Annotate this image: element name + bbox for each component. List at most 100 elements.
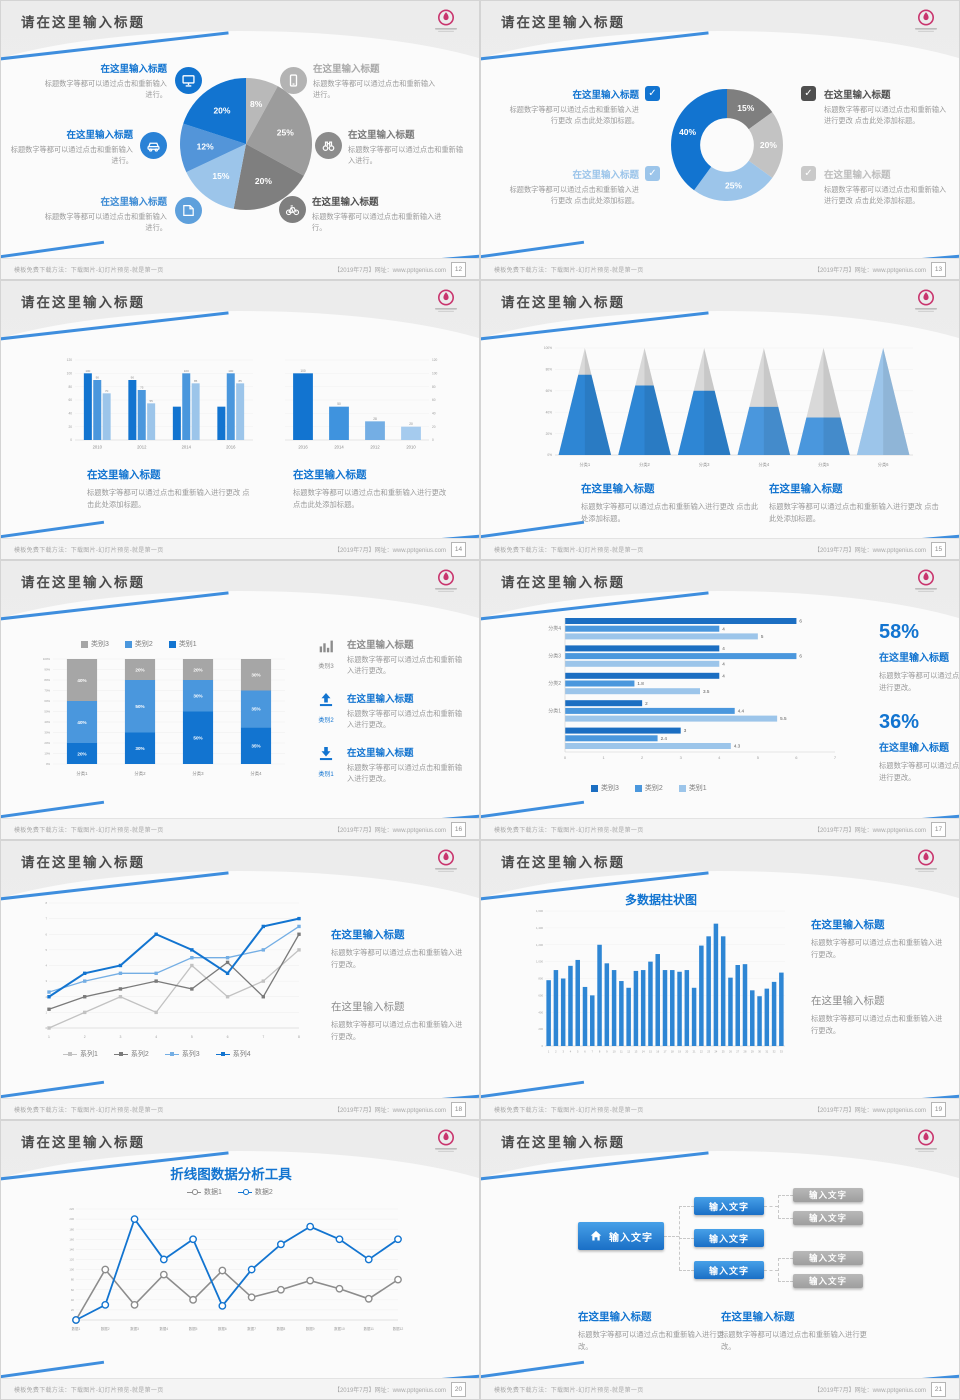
block-body: 标题数字等都可以通过点击和重新输入进行更改。 <box>811 1014 943 1036</box>
svg-text:3: 3 <box>45 979 47 983</box>
callout: 在这里输入标题 标题数字等都可以通过点击和重新输入进行更改。 <box>347 691 467 730</box>
callout: 在这里输入标题 标题数字等都可以通过点击和重新输入进行更改。 <box>347 637 467 676</box>
svg-text:20: 20 <box>71 1308 75 1312</box>
legend-swatch <box>124 640 132 648</box>
block-title: 在这里输入标题 <box>811 995 885 1007</box>
svg-text:2014: 2014 <box>334 445 344 450</box>
svg-text:1,000: 1,000 <box>536 960 543 964</box>
svg-text:4: 4 <box>722 661 725 666</box>
footer-right: 【2019年7月】网址：www.pptgenius.com 13 <box>814 261 946 277</box>
svg-text:6: 6 <box>795 755 798 760</box>
svg-text:14: 14 <box>642 1050 645 1054</box>
text-block: 在这里输入标题 标题数字等都可以通过点击和重新输入进行更改 点击此处添加标题。 <box>293 467 455 511</box>
university-logo-icon <box>915 289 937 312</box>
svg-text:100: 100 <box>69 1268 74 1272</box>
cell: 请在这里输入标题 6 4 5 分类4 4 6 4 分类3 4 1.8 3.5 分类2 2 4.4 5.5 分类… <box>480 560 960 840</box>
footer-right-text: 【2019年7月】网址：www.pptgenius.com <box>333 1107 446 1114</box>
stat-value: 58% <box>879 621 920 643</box>
svg-text:数据9: 数据9 <box>306 1326 315 1331</box>
legend-label: 系列1 <box>80 1051 98 1058</box>
footer-right-text: 【2019年7月】网址：www.pptgenius.com <box>333 547 446 554</box>
svg-text:1: 1 <box>548 1050 550 1054</box>
icon-tag: 类别2 <box>318 718 334 724</box>
svg-text:200: 200 <box>538 1027 543 1031</box>
block-title: 在这里输入标题 <box>811 919 885 931</box>
svg-text:120: 120 <box>432 358 438 362</box>
svg-text:33: 33 <box>780 1050 783 1054</box>
flow-box-label: 输入文字 <box>708 1201 749 1212</box>
chart-title: 多数据柱状图 <box>624 893 697 907</box>
callout-body: 标题数字等都可以通过点击和重新输入进行。 <box>44 212 167 233</box>
footer-right-text: 【2019年7月】网址：www.pptgenius.com <box>813 827 926 834</box>
slide-title: 请在这里输入标题 <box>501 1135 625 1150</box>
svg-text:1: 1 <box>48 1035 50 1039</box>
legend-label: 类别2 <box>644 785 663 792</box>
svg-text:400: 400 <box>538 1010 543 1014</box>
svg-text:4: 4 <box>45 964 47 968</box>
callout-title: 在这里输入标题 <box>312 197 379 208</box>
callout: 在这里输入标题 标题数字等都可以通过点击和重新输入进行。 <box>312 194 442 233</box>
svg-text:分类3: 分类3 <box>548 653 561 660</box>
footer-right: 【2019年7月】网址：www.pptgenius.com 14 <box>333 541 466 557</box>
footer-right-text: 【2019年7月】网址：www.pptgenius.com <box>333 1387 446 1394</box>
svg-text:30%: 30% <box>44 731 50 735</box>
svg-text:20%: 20% <box>213 106 230 116</box>
svg-text:分类1: 分类1 <box>548 707 561 714</box>
svg-text:35%: 35% <box>251 707 260 712</box>
svg-text:18: 18 <box>671 1050 674 1054</box>
slide-stacked-bar: 请在这里输入标题 类别3 类别2 类别1 0% 10% 20% 30% 40% 50% 60… <box>1 561 479 839</box>
svg-text:12%: 12% <box>197 141 214 151</box>
footer-left-text: 模板免费下载方法：下载图片-幻灯片预览-就是第一页 <box>14 1387 164 1394</box>
callout-title: 在这里输入标题 <box>348 130 415 141</box>
slide-column-chart: 请在这里输入标题 多数据柱状图 0 200 400 600 800 1,000 1,200 1… <box>481 841 959 1119</box>
connector <box>679 1238 694 1239</box>
page-number: 19 <box>931 1101 946 1117</box>
footer-left-text: 模板免费下载方法：下载图片-幻灯片预览-就是第一页 <box>494 267 644 274</box>
svg-text:100: 100 <box>85 369 90 373</box>
check-glyph: ✓ <box>648 88 657 99</box>
legend-label: 类别1 <box>688 785 707 792</box>
slide-title: 请在这里输入标题 <box>21 855 145 870</box>
svg-text:15: 15 <box>649 1050 652 1054</box>
block-title: 在这里输入标题 <box>331 1001 405 1013</box>
svg-text:21: 21 <box>693 1050 696 1054</box>
svg-text:20%: 20% <box>546 432 553 436</box>
svg-text:2010: 2010 <box>93 445 103 450</box>
stat-body: 标题数字等都可以通过点击和重新输入进行更改。 <box>879 761 959 783</box>
svg-text:40%: 40% <box>679 127 696 137</box>
page-number: 20 <box>451 1381 466 1397</box>
svg-text:31: 31 <box>765 1050 768 1054</box>
svg-text:40%: 40% <box>77 720 86 725</box>
svg-text:75: 75 <box>140 386 144 390</box>
svg-text:28: 28 <box>744 1050 747 1054</box>
svg-text:2: 2 <box>645 701 648 706</box>
svg-text:20%: 20% <box>77 751 86 756</box>
text-block: 在这里输入标题 标题数字等都可以通过点击和重新输入进行更改。 <box>811 917 945 961</box>
block-body: 标题数字等都可以通过点击和重新输入进行更改。 <box>721 1330 867 1352</box>
flow-leaf-box: 输入文字 <box>793 1251 863 1265</box>
svg-text:8: 8 <box>45 901 47 905</box>
svg-text:50: 50 <box>337 402 341 406</box>
cell: 请在这里输入标题 类别3 类别2 类别1 0% 10% 20% 30% 40% 50% 60… <box>0 560 480 840</box>
svg-text:0: 0 <box>70 438 72 442</box>
svg-text:2012: 2012 <box>137 445 147 450</box>
flow-box-label: 输入文字 <box>808 1253 847 1263</box>
page-number: 21 <box>931 1381 946 1397</box>
callout: 在这里输入标题 标题数字等都可以通过点击和重新输入进行。 <box>313 61 441 100</box>
svg-text:40: 40 <box>432 412 436 416</box>
svg-text:60: 60 <box>68 398 72 402</box>
connector <box>778 1195 793 1196</box>
block-body: 标题数字等都可以通过点击和重新输入进行更改。 <box>331 1020 463 1042</box>
svg-text:60: 60 <box>71 1288 75 1292</box>
svg-text:7: 7 <box>262 1035 264 1039</box>
line-chart: 020406080100120140160180200220数据1数据2数据3数… <box>56 1203 406 1333</box>
callout-body: 标题数字等都可以通过点击和重新输入进行更改 点击此处添加标题。 <box>509 105 639 126</box>
svg-text:100%: 100% <box>43 657 51 661</box>
check-glyph: ✓ <box>804 168 813 179</box>
callout-title: 在这里输入标题 <box>313 64 380 75</box>
page-number: 18 <box>451 1101 466 1117</box>
svg-text:180: 180 <box>69 1227 74 1231</box>
connector <box>778 1258 779 1281</box>
svg-text:分类4: 分类4 <box>758 461 769 468</box>
